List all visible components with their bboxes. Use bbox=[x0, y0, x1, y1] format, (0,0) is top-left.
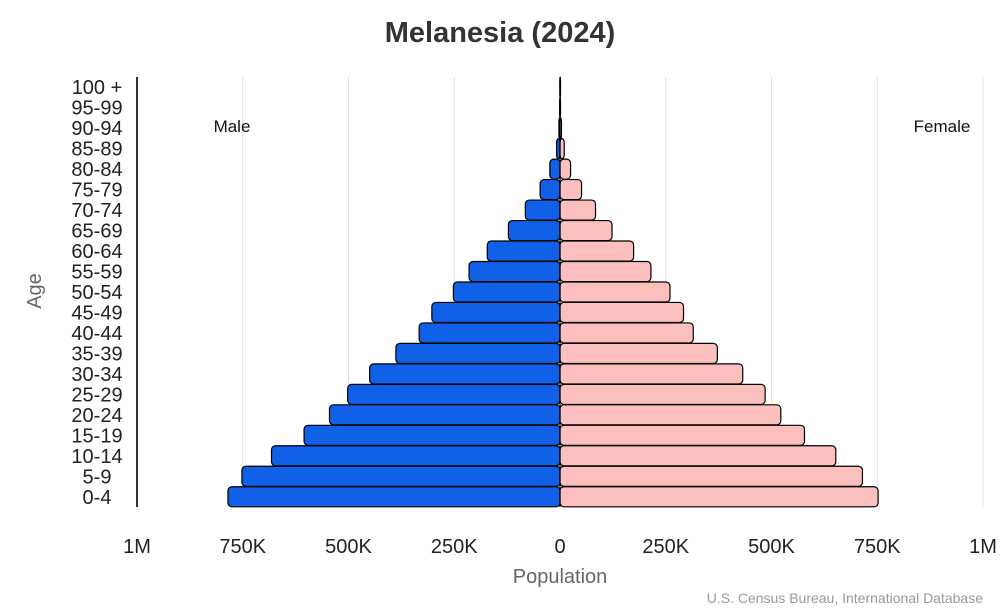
bar-female bbox=[559, 445, 837, 467]
population-tick-label: 0 bbox=[554, 536, 565, 558]
age-tick-labels: 100 +95-9990-9485-8980-8475-7970-7465-69… bbox=[71, 77, 122, 509]
bar-female bbox=[559, 260, 652, 283]
y-axis-title: Age bbox=[24, 273, 46, 309]
bar-female bbox=[559, 424, 806, 446]
age-tick-label: 70-74 bbox=[71, 200, 122, 222]
bar-male bbox=[418, 322, 561, 344]
bar-male bbox=[270, 445, 561, 467]
x-axis-title: Population bbox=[513, 566, 608, 588]
bar-female bbox=[559, 363, 744, 385]
bar-female bbox=[559, 219, 613, 242]
age-tick-label: 35-39 bbox=[71, 343, 122, 365]
bar-female bbox=[559, 404, 782, 426]
bar-female bbox=[559, 138, 565, 160]
bar-male bbox=[347, 383, 561, 406]
bar-female bbox=[559, 383, 766, 406]
source-credit: U.S. Census Bureau, International Databa… bbox=[707, 590, 983, 606]
population-tick-label: 750K bbox=[854, 536, 901, 558]
bar-male bbox=[507, 219, 561, 242]
bar-male bbox=[227, 486, 561, 508]
age-tick-label: 40-44 bbox=[71, 323, 122, 345]
legend-female: Female bbox=[914, 117, 971, 136]
age-tick-label: 85-89 bbox=[71, 139, 122, 161]
bar-male bbox=[241, 465, 561, 487]
bar-female bbox=[559, 465, 864, 487]
legend-male: Male bbox=[214, 117, 251, 136]
bar-male bbox=[539, 178, 561, 201]
age-tick-label: 20-24 bbox=[71, 405, 122, 427]
age-tick-label: 45-49 bbox=[71, 302, 122, 324]
bars bbox=[227, 76, 879, 508]
bar-female bbox=[559, 158, 572, 180]
bar-female bbox=[559, 322, 694, 344]
bar-female bbox=[559, 199, 597, 221]
age-tick-label: 55-59 bbox=[71, 262, 122, 284]
population-tick-label: 500K bbox=[748, 536, 795, 558]
age-tick-label: 65-69 bbox=[71, 221, 122, 243]
population-tick-labels: 1M 750K 500K 250K 0 250K 500K 750K 1M bbox=[123, 536, 997, 558]
bar-female bbox=[559, 178, 583, 201]
age-tick-label: 30-34 bbox=[71, 364, 122, 386]
population-tick-label: 500K bbox=[325, 536, 372, 558]
bar-male bbox=[524, 199, 561, 221]
population-tick-label: 1M bbox=[123, 536, 151, 558]
population-tick-label: 1M bbox=[969, 536, 997, 558]
bar-male bbox=[369, 363, 561, 385]
population-tick-label: 250K bbox=[431, 536, 478, 558]
bar-male bbox=[468, 260, 561, 283]
bar-male bbox=[395, 342, 561, 365]
age-tick-label: 80-84 bbox=[71, 159, 122, 181]
age-tick-label: 10-14 bbox=[71, 446, 122, 468]
bar-male bbox=[303, 424, 561, 446]
bar-female bbox=[559, 281, 671, 303]
bar-male bbox=[328, 404, 561, 426]
bar-female bbox=[559, 342, 718, 365]
population-tick-label: 250K bbox=[642, 536, 689, 558]
bar-male bbox=[452, 281, 561, 303]
age-tick-label: 100 + bbox=[72, 77, 123, 99]
population-tick-label: 750K bbox=[219, 536, 266, 558]
age-tick-label: 25-29 bbox=[71, 384, 122, 406]
age-tick-label: 95-99 bbox=[71, 98, 122, 120]
age-tick-label: 0-4 bbox=[83, 487, 112, 509]
bar-male bbox=[549, 158, 561, 180]
chart-title: Melanesia (2024) bbox=[385, 17, 616, 49]
bar-female bbox=[559, 240, 635, 262]
bar-male bbox=[486, 240, 561, 262]
bar-female bbox=[559, 486, 879, 508]
age-tick-label: 15-19 bbox=[71, 425, 122, 447]
bar-female bbox=[559, 301, 685, 324]
bar-male bbox=[431, 301, 561, 324]
age-tick-label: 50-54 bbox=[71, 282, 122, 304]
age-tick-label: 5-9 bbox=[83, 466, 112, 488]
age-tick-label: 60-64 bbox=[71, 241, 122, 263]
age-tick-label: 90-94 bbox=[71, 118, 122, 140]
age-tick-label: 75-79 bbox=[71, 180, 122, 202]
